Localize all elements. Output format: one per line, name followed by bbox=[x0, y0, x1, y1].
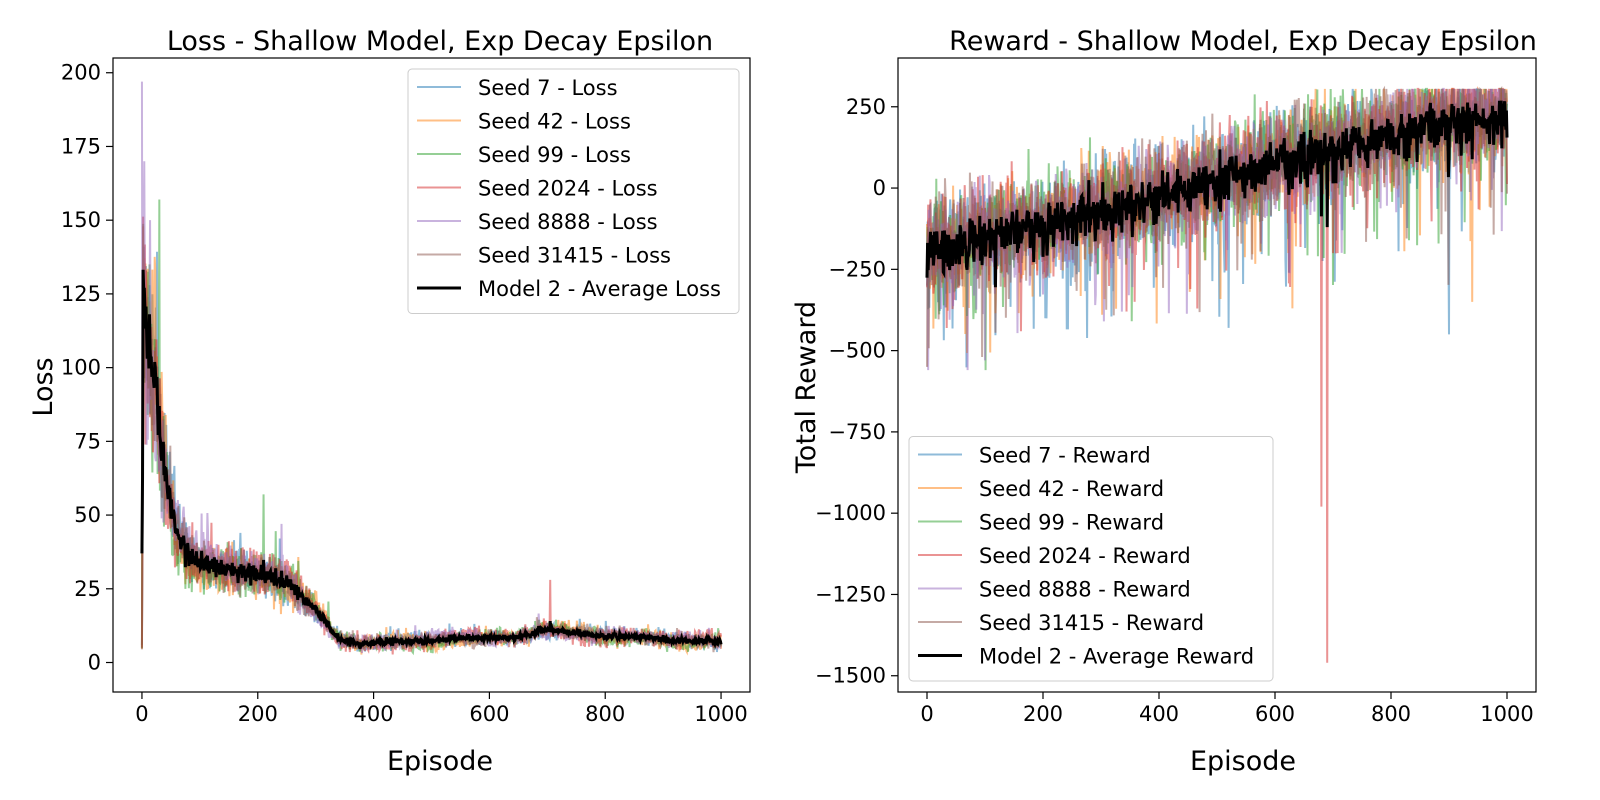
legend-label: Seed 7 - Loss bbox=[478, 76, 618, 100]
average-line-loss bbox=[140, 269, 723, 651]
y-tick-label: −1000 bbox=[815, 501, 886, 525]
loss-chart-title: Loss - Shallow Model, Exp Decay Epsilon bbox=[167, 26, 713, 57]
legend-label: Seed 7 - Reward bbox=[979, 444, 1151, 468]
y-tick-label: 25 bbox=[74, 577, 101, 601]
x-tick-label: 400 bbox=[354, 702, 394, 726]
y-tick-label: 150 bbox=[61, 208, 101, 232]
y-tick-label: −250 bbox=[828, 257, 886, 281]
y-tick-label: 200 bbox=[61, 61, 101, 85]
y-tick-label: 175 bbox=[61, 134, 101, 158]
loss-chart-ylabel: Loss bbox=[28, 357, 59, 416]
x-tick-label: 1000 bbox=[1480, 702, 1533, 726]
loss-chart: Loss - Shallow Model, Exp Decay Epsilon … bbox=[28, 26, 751, 777]
x-tick-label: 1000 bbox=[694, 702, 747, 726]
y-tick-label: −750 bbox=[828, 420, 886, 444]
x-tick-label: 0 bbox=[920, 702, 933, 726]
x-tick-label: 200 bbox=[1023, 702, 1063, 726]
x-tick-label: 0 bbox=[135, 702, 148, 726]
legend-label: Seed 31415 - Reward bbox=[979, 611, 1204, 635]
reward-chart: Reward - Shallow Model, Exp Decay Epsilo… bbox=[791, 26, 1537, 777]
legend-label: Seed 99 - Loss bbox=[478, 143, 631, 167]
x-tick-label: 800 bbox=[1371, 702, 1411, 726]
loss-chart-xlabel: Episode bbox=[387, 746, 493, 777]
legend-label: Seed 42 - Reward bbox=[979, 477, 1164, 501]
x-tick-label: 800 bbox=[585, 702, 625, 726]
y-tick-label: −1250 bbox=[815, 582, 886, 606]
legend-label: Seed 42 - Loss bbox=[478, 110, 631, 134]
legend-label: Seed 8888 - Loss bbox=[478, 210, 658, 234]
x-tick-label: 200 bbox=[238, 702, 278, 726]
loss-series-layer bbox=[140, 81, 723, 656]
plot-frame bbox=[112, 57, 751, 693]
legend-label: Seed 8888 - Reward bbox=[979, 578, 1191, 602]
reward-series-layer bbox=[925, 85, 1509, 663]
y-tick-label: 75 bbox=[74, 429, 101, 453]
legend-box bbox=[407, 68, 740, 314]
y-tick-label: −500 bbox=[828, 339, 886, 363]
loss-axes: 0 200 400 600 800 1000 0 25 50 75 100 125 150 175 200 bbox=[61, 57, 751, 726]
average-line-reward bbox=[925, 100, 1509, 288]
reward-axes: 0 200 400 600 800 1000 250 0 −250 −500 −750 −1000 −1… bbox=[815, 57, 1537, 726]
legend-box bbox=[908, 436, 1274, 682]
legend-label: Seed 2024 - Loss bbox=[478, 177, 658, 201]
y-tick-label: 0 bbox=[88, 651, 101, 675]
x-tick-label: 600 bbox=[469, 702, 509, 726]
x-tick-label: 600 bbox=[1255, 702, 1295, 726]
y-tick-label: 125 bbox=[61, 282, 101, 306]
legend-label: Seed 99 - Reward bbox=[979, 511, 1164, 535]
x-tick-label: 400 bbox=[1139, 702, 1179, 726]
y-tick-label: 0 bbox=[873, 176, 886, 200]
reward-chart-title: Reward - Shallow Model, Exp Decay Epsilo… bbox=[949, 26, 1537, 57]
reward-chart-ylabel: Total Reward bbox=[791, 301, 822, 474]
legend-label: Model 2 - Average Reward bbox=[979, 645, 1254, 669]
loss-legend: Seed 7 - Loss Seed 42 - Loss Seed 99 - Los… bbox=[407, 68, 740, 314]
legend-label: Model 2 - Average Loss bbox=[478, 277, 721, 301]
y-tick-label: 100 bbox=[61, 356, 101, 380]
series-line-loss-5 bbox=[140, 288, 723, 653]
reward-chart-xlabel: Episode bbox=[1190, 746, 1296, 777]
legend-label: Seed 31415 - Loss bbox=[478, 244, 671, 268]
y-tick-label: −1500 bbox=[815, 664, 886, 688]
y-tick-label: 50 bbox=[74, 503, 101, 527]
legend-label: Seed 2024 - Reward bbox=[979, 544, 1191, 568]
y-tick-label: 250 bbox=[846, 95, 886, 119]
plot-frame bbox=[897, 57, 1537, 693]
reward-legend: Seed 7 - Reward Seed 42 - Reward Seed 99 -… bbox=[908, 436, 1274, 682]
